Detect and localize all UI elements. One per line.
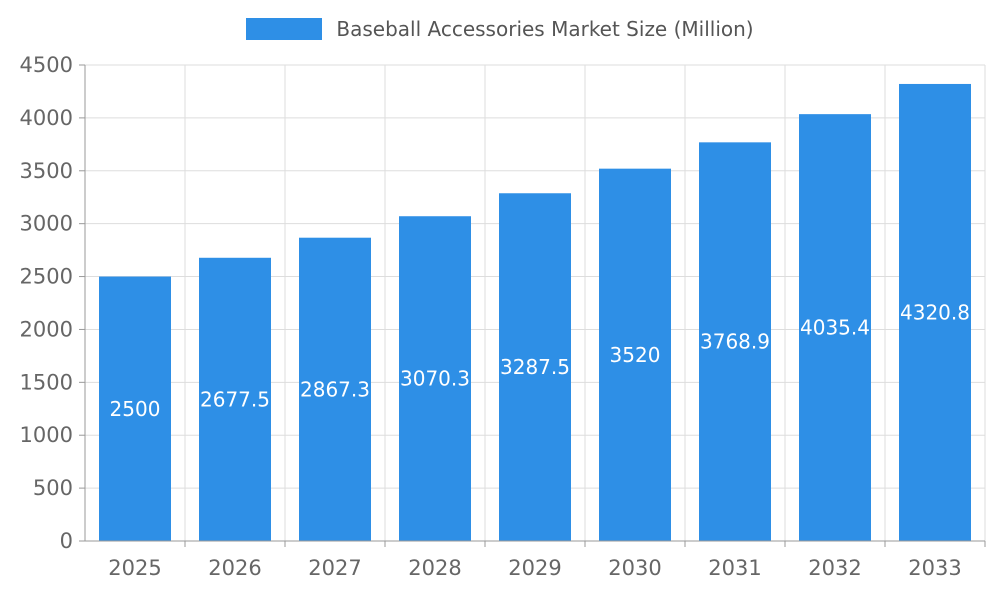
y-axis-tick-label: 4000 bbox=[20, 106, 73, 130]
x-axis-tick-label: 2025 bbox=[108, 556, 161, 580]
y-axis-tick-label: 2000 bbox=[20, 317, 73, 341]
chart-legend[interactable]: Baseball Accessories Market Size (Millio… bbox=[0, 18, 1000, 40]
y-axis-tick-label: 1000 bbox=[20, 423, 73, 447]
bar-value-label: 2500 bbox=[110, 397, 161, 421]
x-axis-tick-label: 2031 bbox=[708, 556, 761, 580]
x-axis-tick-label: 2026 bbox=[208, 556, 261, 580]
bar-2027 bbox=[299, 237, 371, 542]
x-axis-tick-label: 2029 bbox=[508, 556, 561, 580]
bar-value-label: 2677.5 bbox=[200, 387, 270, 411]
chart-title: Baseball Accessories Market Size (Millio… bbox=[336, 17, 754, 41]
bar-value-label: 4035.4 bbox=[800, 316, 870, 340]
y-axis-tick-label: 500 bbox=[33, 476, 73, 500]
x-axis-tick-label: 2030 bbox=[608, 556, 661, 580]
y-axis-tick-label: 3500 bbox=[20, 159, 73, 183]
x-axis-tick-label: 2033 bbox=[908, 556, 961, 580]
legend-swatch-icon bbox=[246, 18, 323, 40]
bar-2030 bbox=[599, 168, 671, 541]
bar-2025 bbox=[99, 276, 171, 541]
bar-2028 bbox=[399, 216, 471, 542]
bar-value-label: 3768.9 bbox=[700, 330, 770, 354]
y-axis-tick-label: 3000 bbox=[20, 212, 73, 236]
bar-value-label: 2867.3 bbox=[300, 377, 370, 401]
x-axis-tick-label: 2027 bbox=[308, 556, 361, 580]
bar-value-label: 3070.3 bbox=[400, 367, 470, 391]
y-axis-tick-label: 2500 bbox=[20, 265, 73, 289]
bar-2031 bbox=[699, 142, 771, 541]
bar-2026 bbox=[199, 257, 271, 541]
y-axis-tick-label: 0 bbox=[60, 529, 73, 553]
y-axis-tick-label: 1500 bbox=[20, 370, 73, 394]
x-axis-tick-label: 2028 bbox=[408, 556, 461, 580]
bar-value-label: 3287.5 bbox=[500, 355, 570, 379]
bar-2029 bbox=[499, 193, 571, 541]
bar-2032 bbox=[799, 114, 871, 542]
bar-value-label: 3520 bbox=[610, 343, 661, 367]
bar-value-label: 4320.8 bbox=[900, 300, 970, 324]
bar-2033 bbox=[899, 83, 971, 541]
y-axis-tick-label: 4500 bbox=[20, 53, 73, 77]
x-axis-tick-label: 2032 bbox=[808, 556, 861, 580]
